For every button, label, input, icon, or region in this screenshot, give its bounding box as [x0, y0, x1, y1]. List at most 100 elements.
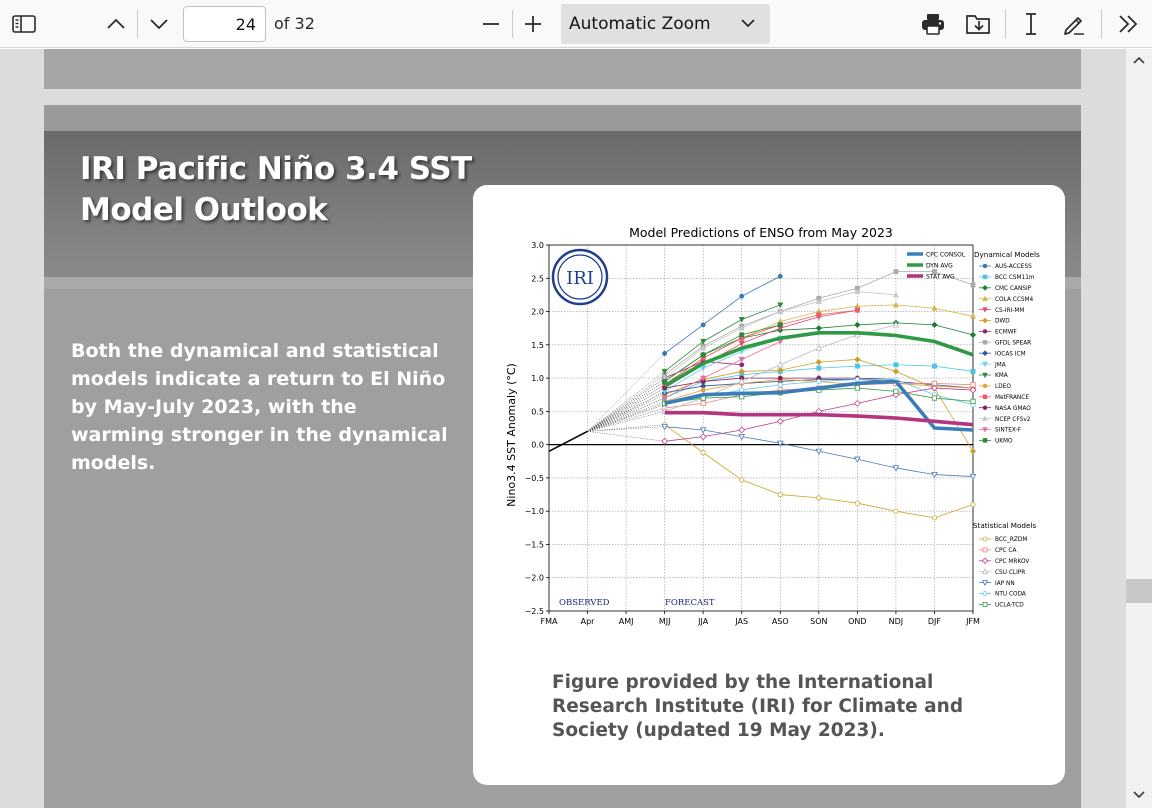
average-line: [664, 410, 974, 427]
legend-marker: [982, 415, 988, 421]
model-point: [700, 322, 706, 328]
model-point: [854, 500, 860, 506]
forecast-label: FORECAST: [665, 598, 715, 608]
chevron-down-icon: [1133, 791, 1145, 799]
scroll-up-button[interactable]: [1126, 50, 1152, 70]
model-point: [662, 351, 668, 356]
legend-title: Dynamical Models: [974, 250, 1040, 259]
model-point: [815, 358, 823, 366]
model-point: [969, 386, 977, 394]
model-line: [664, 341, 781, 399]
iri-logo-text: IRI: [566, 268, 594, 289]
legend-label: COLA CCSM4: [995, 297, 1034, 303]
print-button[interactable]: [918, 10, 948, 38]
iri-logo: IRI: [551, 248, 609, 306]
legend-marker: [982, 427, 988, 433]
y-tick-label: 1.0: [531, 374, 544, 383]
model-point: [892, 368, 900, 375]
model-point: [932, 269, 937, 275]
model-point: [854, 356, 861, 363]
zoom-in-button[interactable]: [519, 10, 547, 38]
model-connector: [587, 384, 665, 432]
model-connector: [587, 374, 665, 432]
y-tick-label: 0.5: [531, 407, 544, 416]
more-tools-button[interactable]: [1113, 10, 1143, 38]
slide-body-text: Both the dynamical and statistical model…: [71, 340, 448, 474]
legend-label: NASA GMAO: [995, 406, 1031, 412]
pdf-page: IRI Pacific Niño 3.4 SST Model Outlook B…: [44, 105, 1081, 808]
pen-icon: [1064, 17, 1084, 35]
next-page-button[interactable]: [145, 10, 173, 38]
double-chevron-right-icon: [1119, 15, 1138, 33]
model-point: [776, 361, 784, 368]
model-point: [892, 321, 900, 328]
model-point: [854, 307, 860, 313]
model-point: [738, 317, 745, 323]
legend-marker: [982, 405, 988, 410]
toolbar-separator: [1005, 10, 1006, 38]
vertical-scrollbar[interactable]: [1126, 49, 1152, 808]
model-connector: [587, 391, 665, 432]
legend-marker: [982, 601, 988, 607]
average-line: [663, 331, 974, 388]
model-point: [739, 293, 745, 299]
model-point: [816, 312, 822, 318]
y-tick-label: −2.0: [525, 574, 544, 583]
model-point: [969, 312, 977, 319]
text-tool-button[interactable]: [1017, 10, 1045, 38]
model-point: [661, 437, 669, 445]
previous-page-button[interactable]: [102, 10, 130, 38]
model-point: [969, 331, 977, 339]
model-point: [931, 321, 938, 329]
legend-marker: [982, 394, 988, 400]
figure-caption: Figure provided by the International Res…: [552, 672, 964, 741]
model-point: [662, 378, 668, 384]
model-connector: [587, 431, 665, 442]
save-button[interactable]: [963, 10, 993, 38]
model-point: [777, 366, 784, 374]
scroll-down-button[interactable]: [1126, 785, 1152, 805]
model-point: [777, 322, 783, 328]
sidebar-toggle-icon[interactable]: [10, 12, 38, 36]
observed-line: [548, 430, 588, 453]
zoom-select[interactable]: Automatic Zoom: [561, 4, 770, 44]
legend-marker: [982, 372, 988, 379]
model-point: [738, 426, 746, 434]
x-tick-label: NDJ: [889, 617, 904, 626]
previous-page: [44, 49, 1081, 89]
legend-label: NTU CODA: [995, 592, 1026, 598]
legend-label: CS-IRI-MM: [995, 308, 1024, 314]
legend-label: CPC MRKOV: [995, 559, 1029, 565]
toolbar-separator: [1101, 10, 1102, 38]
model-point: [931, 304, 938, 311]
model-point: [777, 302, 784, 309]
model-point: [969, 473, 977, 481]
model-point: [738, 357, 745, 363]
document-viewer[interactable]: IRI Pacific Niño 3.4 SST Model Outlook B…: [0, 49, 1126, 808]
model-line: [664, 324, 781, 382]
model-point: [932, 363, 937, 369]
y-tick-label: 1.5: [531, 341, 544, 350]
legend-label: DYN AVG: [926, 263, 953, 270]
draw-tool-button[interactable]: [1059, 10, 1089, 38]
x-tick-label: AMJ: [619, 617, 634, 626]
chart-series: [548, 269, 977, 521]
page-number-input[interactable]: [183, 6, 266, 42]
plot-frame: [548, 244, 974, 612]
zoom-select-value: Automatic Zoom: [569, 14, 711, 34]
zoom-out-button[interactable]: [477, 10, 505, 38]
model-point: [700, 387, 706, 393]
observed-label: OBSERVED: [559, 598, 610, 608]
model-point: [931, 515, 938, 521]
model-point: [700, 365, 707, 372]
model-line: [664, 275, 781, 354]
model-point: [969, 448, 977, 455]
scrollbar-thumb[interactable]: [1126, 579, 1152, 603]
model-point: [816, 365, 822, 371]
text-cursor-icon: [1026, 13, 1036, 35]
model-point: [893, 269, 899, 275]
legend-label: MetFRANCE: [995, 395, 1029, 401]
x-tick-label: DJF: [928, 617, 942, 626]
model-point: [815, 298, 822, 305]
x-tick-label: MJJ: [659, 617, 671, 626]
